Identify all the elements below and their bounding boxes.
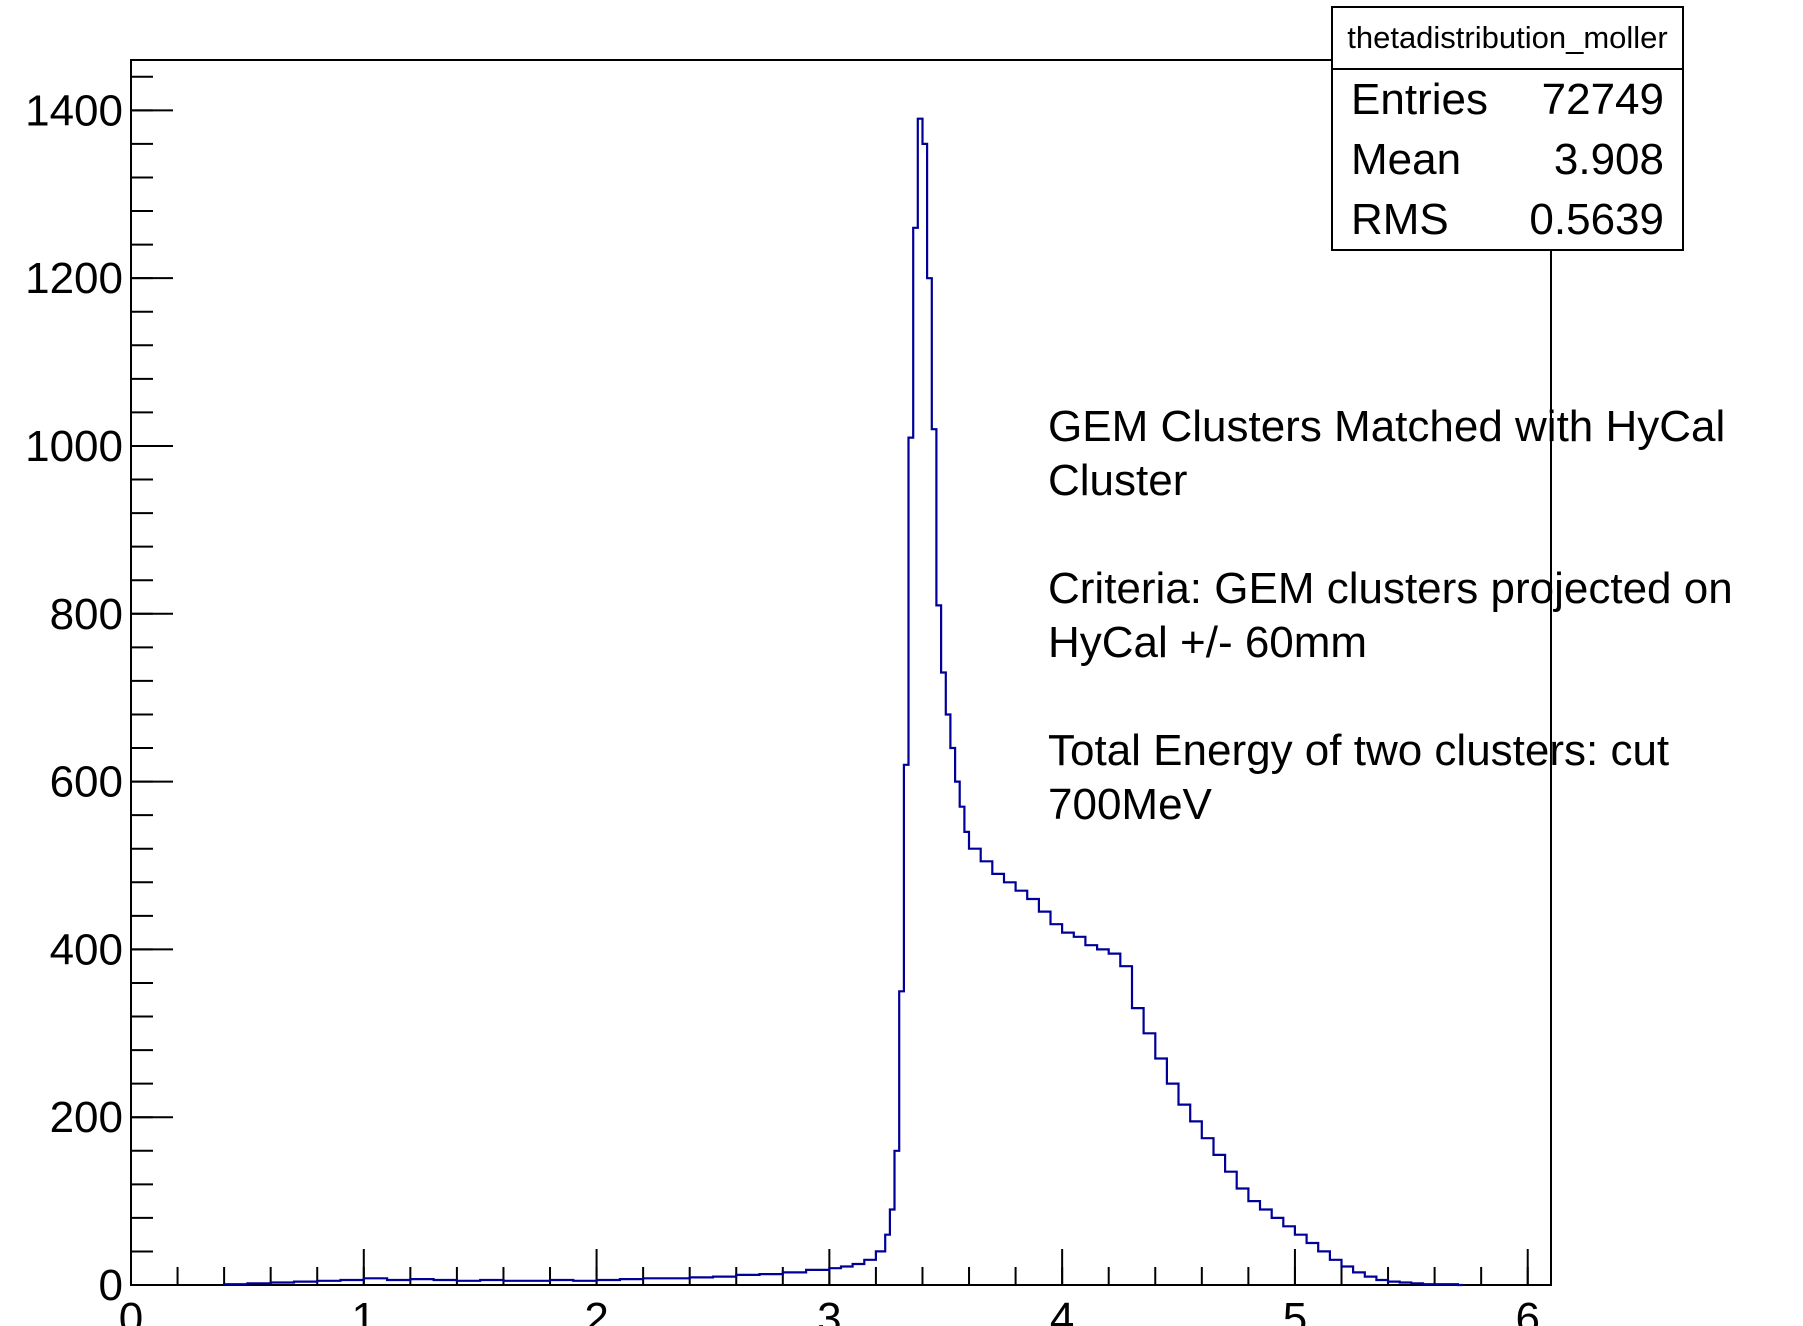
annotation-line-2: Criteria: GEM clusters projected on HyCa…: [1048, 564, 1733, 667]
histogram-line: [223, 117, 1463, 1287]
x-tick-label: 3: [817, 1294, 841, 1326]
y-tick-label: 1200: [25, 254, 123, 303]
stats-value: 0.5639: [1529, 195, 1664, 244]
x-tick-label: 1: [352, 1294, 376, 1326]
stats-label: Mean: [1351, 135, 1462, 184]
stats-row-mean: Mean 3.908: [1333, 130, 1682, 190]
stats-label: Entries: [1351, 75, 1488, 124]
x-tick-label: 0: [119, 1294, 143, 1326]
y-tick-label: 0: [99, 1261, 123, 1310]
x-tick-label: 6: [1515, 1294, 1539, 1326]
stats-box: thetadistribution_moller Entries 72749 M…: [1331, 6, 1684, 251]
stats-value: 3.908: [1553, 135, 1664, 184]
stats-row-entries: Entries 72749: [1333, 70, 1682, 130]
stats-value: 72749: [1541, 75, 1664, 124]
y-tick-label: 800: [50, 590, 123, 639]
y-tick-label: 200: [50, 1093, 123, 1142]
y-tick-label: 1400: [25, 86, 123, 135]
y-tick-label: 1000: [25, 422, 123, 471]
stats-label: RMS: [1351, 195, 1449, 244]
histogram-series: [223, 117, 1463, 1287]
y-tick-label: 600: [50, 758, 123, 807]
x-tick-label: 2: [584, 1294, 608, 1326]
stats-title: thetadistribution_moller: [1333, 8, 1682, 70]
x-tick-label: 4: [1050, 1294, 1074, 1326]
y-tick-label: 400: [50, 925, 123, 974]
plot-frame: [130, 59, 1552, 1286]
annotation-line-3: Total Energy of two clusters: cut 700MeV: [1048, 726, 1670, 829]
plot-annotation: GEM Clusters Matched with HyCal Cluster …: [1048, 400, 1798, 886]
axes: 0 1 2 3 4 5 6 0 200 400 600 800 1000 1200 1400: [25, 75, 1540, 1326]
x-tick-label: 5: [1283, 1294, 1307, 1326]
annotation-line-1: GEM Clusters Matched with HyCal Cluster: [1048, 402, 1726, 505]
stats-row-rms: RMS 0.5639: [1333, 190, 1682, 250]
